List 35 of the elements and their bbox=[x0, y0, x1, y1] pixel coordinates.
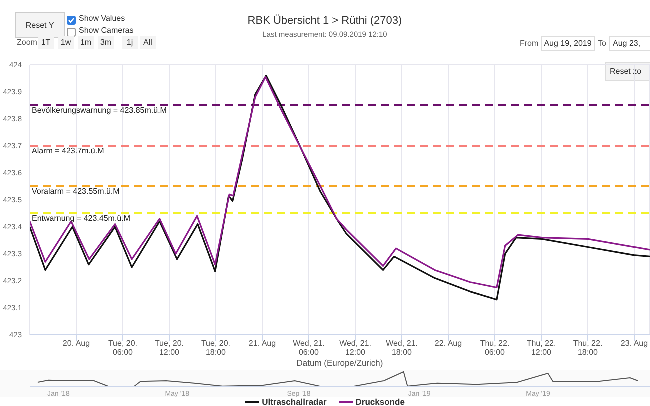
text: Aug 23, bbox=[609, 36, 650, 51]
legend-label: Ultraschallradar bbox=[261, 397, 327, 406]
x-tick-label: Tue, 20. 12:00 bbox=[154, 339, 184, 357]
text: Show Cameras bbox=[78, 26, 134, 35]
text: 1T bbox=[38, 36, 54, 49]
text: Reset Y bbox=[15, 12, 65, 38]
x-tick-label: Thu, 22. 18:00 bbox=[573, 339, 603, 357]
x-tick-label: 20. Aug bbox=[62, 339, 90, 348]
x-tick-label: 23. Aug bbox=[620, 339, 648, 348]
x-tick-label: Wed, 21. 18:00 bbox=[386, 339, 418, 357]
text: 1w bbox=[58, 36, 74, 49]
text: To bbox=[598, 39, 606, 48]
legend-label: Drucksonde bbox=[354, 397, 405, 406]
ref-line-label: Alarm = 423.7m.ü.M bbox=[32, 146, 105, 156]
text: Zoom bbox=[17, 38, 38, 47]
ref-line-label: Bevölkerungswarnung = 423.85m.ü.M bbox=[32, 106, 168, 116]
text: Show Values bbox=[78, 14, 126, 23]
x-axis-title: Datum (Europe/Zurich) bbox=[296, 358, 384, 368]
ref-line-label: Entwarnung = 423.45m.ü.M bbox=[32, 214, 131, 224]
text: 3m bbox=[98, 36, 114, 49]
x-tick-label: Tue, 20. 06:00 bbox=[108, 339, 138, 357]
ref-line-label: Voralarm = 423.55m.ü.M bbox=[32, 187, 120, 196]
text: 1m bbox=[78, 36, 94, 49]
x-tick-label: Tue, 20. 18:00 bbox=[201, 339, 231, 357]
x-tick-label: Thu, 22. 12:00 bbox=[526, 339, 556, 357]
text: All bbox=[140, 36, 156, 49]
x-tick-label: Thu, 22. 06:00 bbox=[480, 339, 510, 357]
text: From bbox=[520, 39, 539, 48]
x-tick-label: 21. Aug bbox=[248, 339, 276, 348]
text: 1j bbox=[122, 36, 138, 49]
x-tick-label: Wed, 21. 12:00 bbox=[340, 339, 372, 357]
chart-title: RBK Übersicht 1 > Rüthi (2703) bbox=[248, 15, 402, 27]
x-tick-label: Wed, 21. 06:00 bbox=[293, 339, 325, 357]
x-tick-label: 22. Aug bbox=[434, 339, 462, 348]
text: Aug 19, 2019 bbox=[541, 36, 595, 51]
